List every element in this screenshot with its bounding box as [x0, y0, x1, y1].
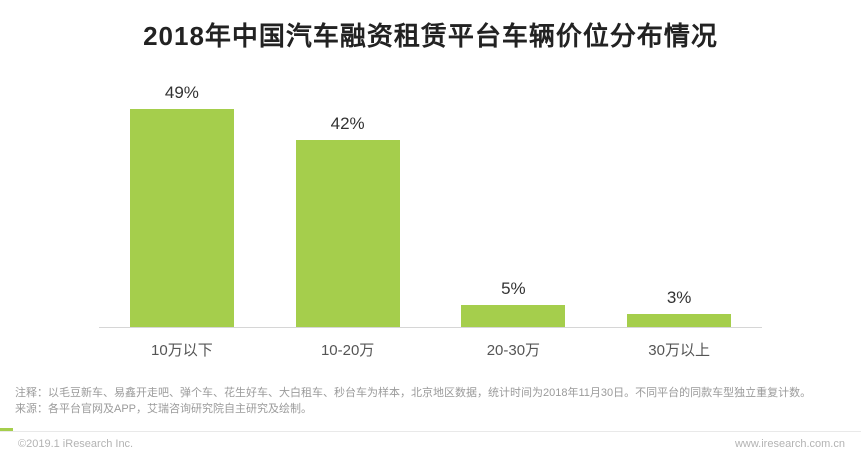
chart-title: 2018年中国汽车融资租赁平台车辆价位分布情况 [143, 21, 718, 51]
note-annotation: 注释：以毛豆新车、易鑫开走吧、弹个车、花生好车、大白租车、秒台车为样本，北京地区… [15, 387, 812, 399]
x-axis-label: 10万以下 [151, 342, 213, 359]
bar-column-4: 3% [596, 75, 762, 327]
note-source: 来源：各平台官网及APP，艾瑞咨询研究院自主研究及绘制。 [15, 402, 313, 415]
bar-column-2: 42% [265, 75, 431, 327]
bar [627, 314, 732, 327]
plot-area: 49% 42% 5% 3% [99, 75, 762, 328]
bar [461, 305, 566, 327]
copyright-text: ©2019.1 iResearch Inc. [18, 438, 134, 450]
website-link[interactable]: www.iresearch.com.cn [734, 438, 845, 450]
footnotes: 注释：以毛豆新车、易鑫开走吧、弹个车、花生好车、大白租车、秒台车为样本，北京地区… [15, 386, 861, 418]
bar [129, 109, 234, 327]
bar [295, 140, 400, 327]
bar-value-label: 5% [501, 279, 526, 298]
bar-chart: 49% 42% 5% 3% 10万以下 10-20万 20-30万 30万以上 [99, 75, 762, 360]
bar-value-label: 42% [330, 114, 365, 133]
x-axis-label: 10-20万 [320, 342, 375, 359]
bar-value-label: 3% [666, 288, 692, 307]
bar-column-3: 5% [431, 75, 597, 327]
x-axis-label: 30万以上 [648, 342, 710, 359]
bar-column-1: 49% [99, 75, 265, 327]
footer-bar: ©2019.1 iResearch Inc. www.iresearch.com… [0, 431, 861, 458]
x-axis-labels: 10万以下 10-20万 20-30万 30万以上 [99, 328, 762, 360]
bar-value-label: 49% [164, 83, 199, 102]
x-axis-label: 20-30万 [486, 342, 541, 359]
report-page: 2018年中国汽车融资租赁平台车辆价位分布情况 49% 42% 5% 3% 10万以下… [0, 16, 861, 458]
